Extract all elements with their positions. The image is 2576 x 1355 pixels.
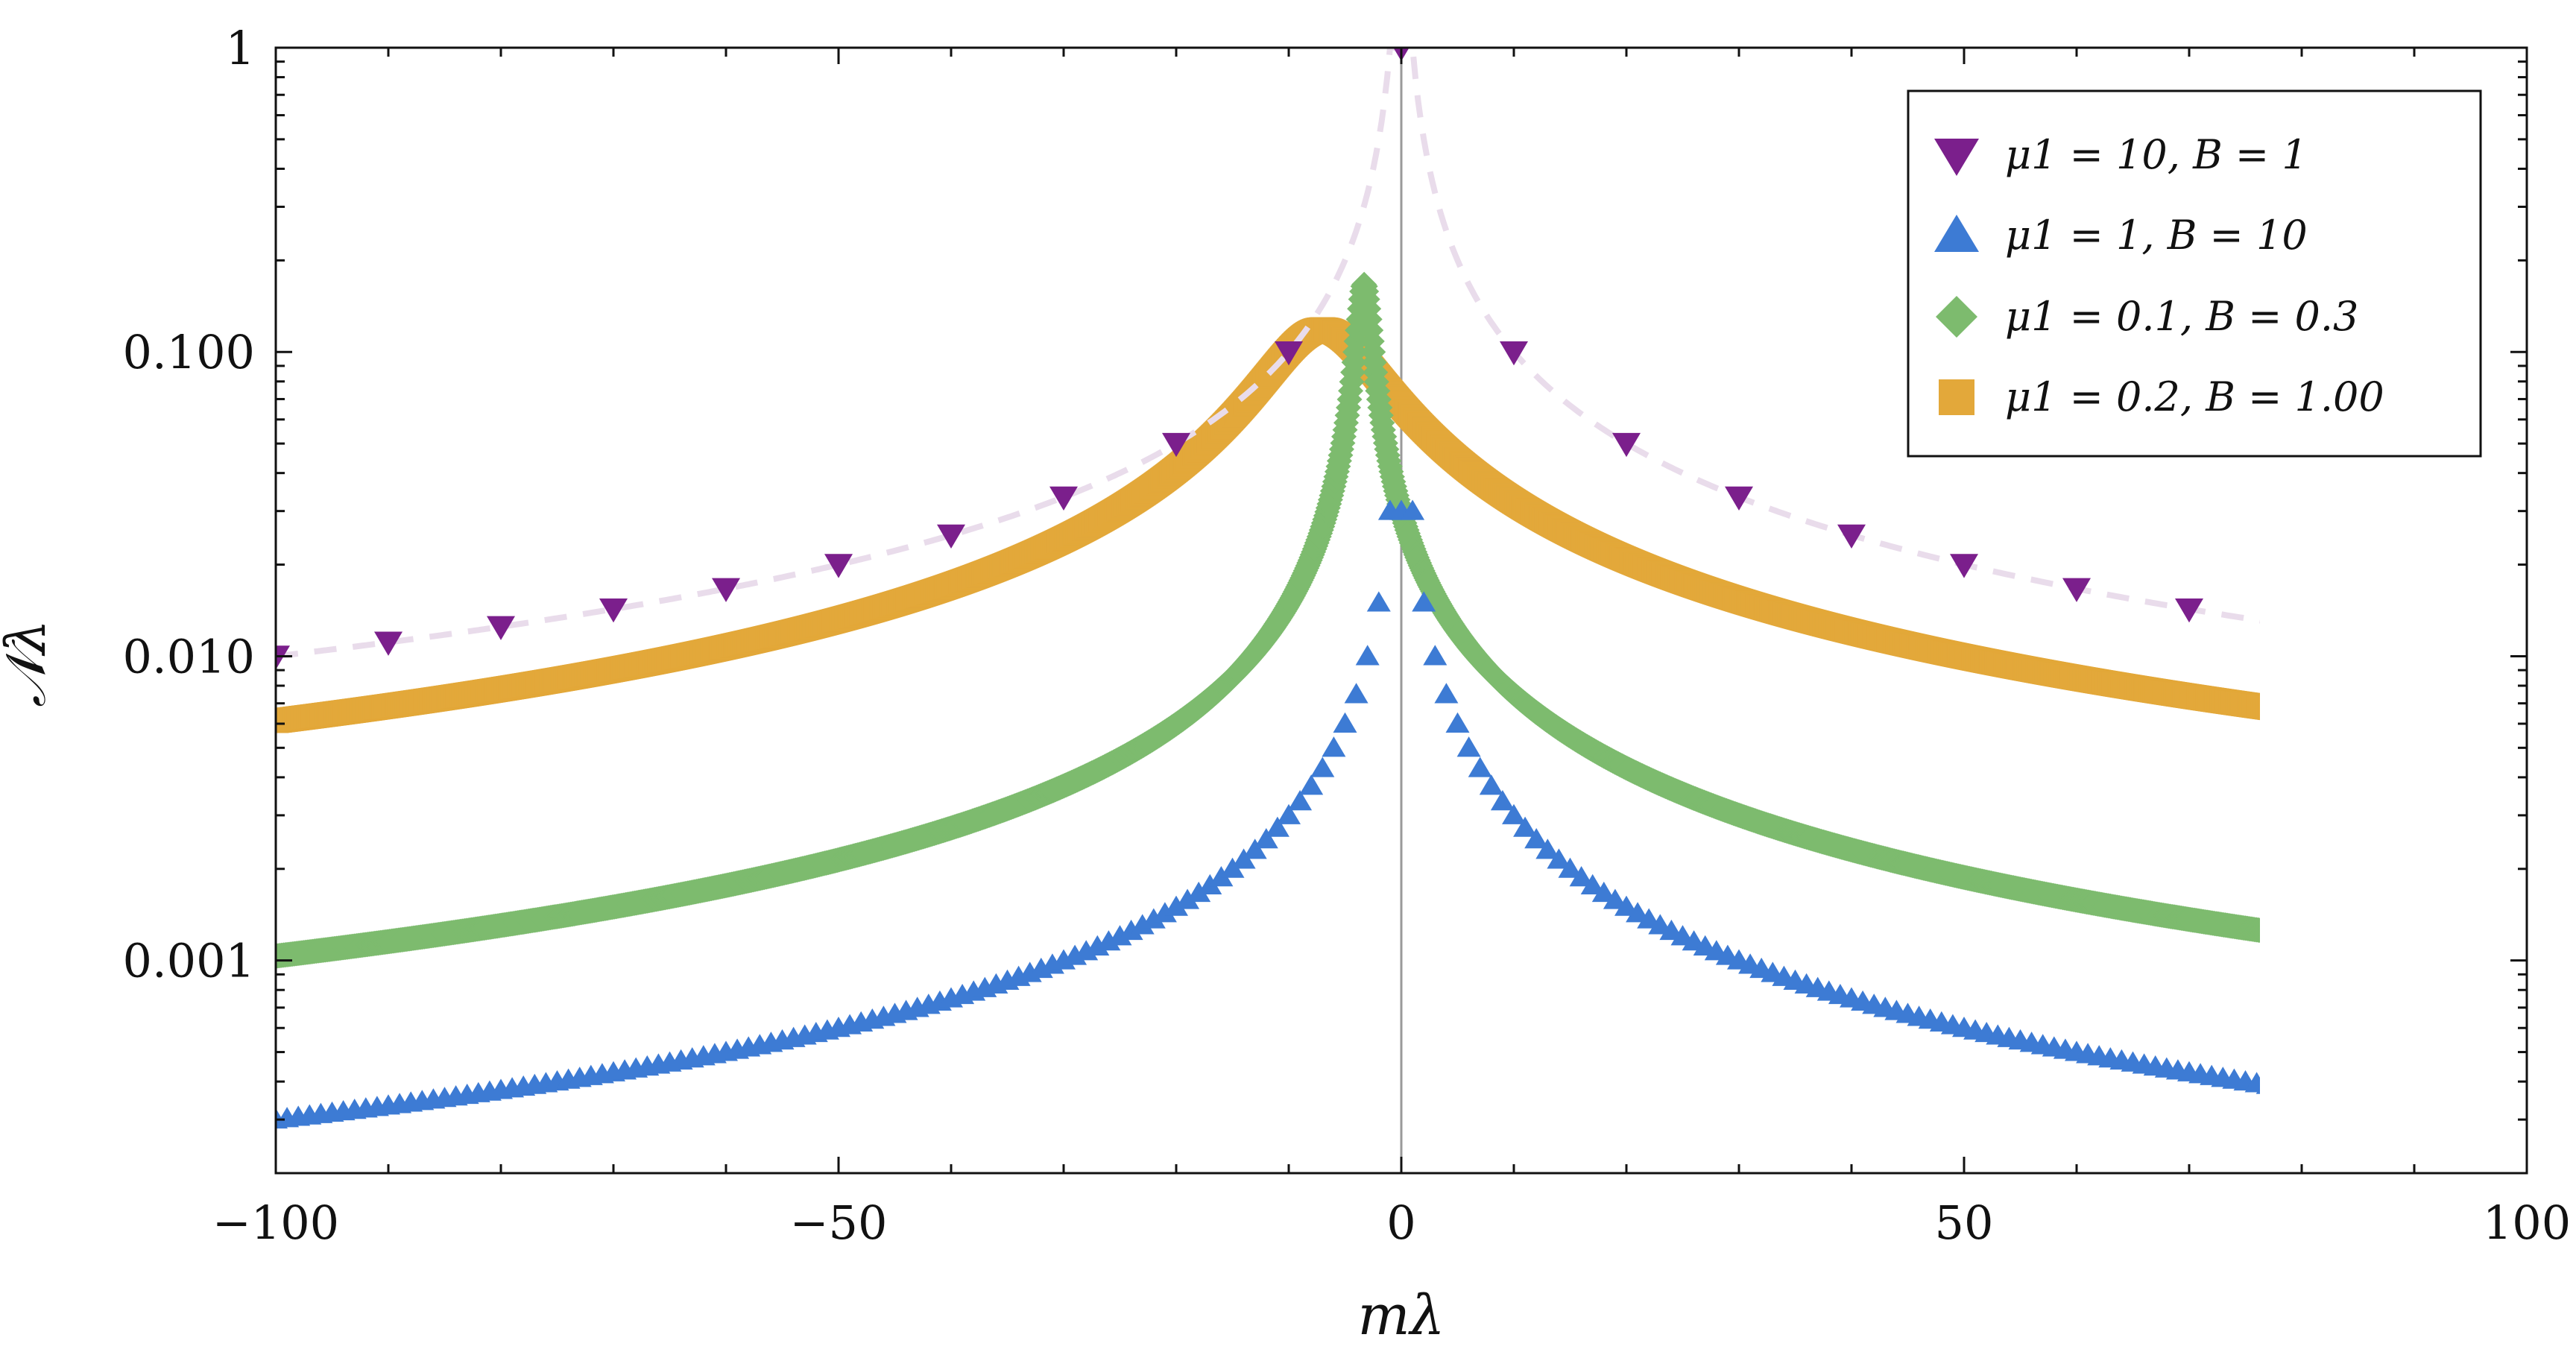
series-layer [276, 48, 2260, 1173]
series-4 [276, 317, 2260, 733]
